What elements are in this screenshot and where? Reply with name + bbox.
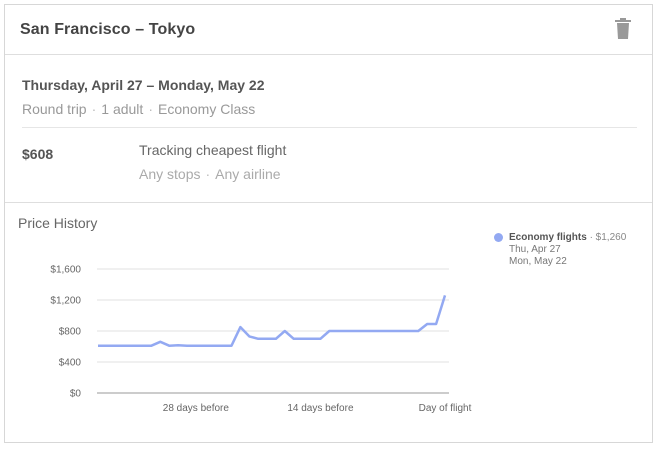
price-tracking-card: San Francisco – Tokyo Thursday, April 27… xyxy=(4,4,653,443)
stops-filter: Any stops xyxy=(139,166,201,182)
separator: · xyxy=(91,101,97,117)
separator: · xyxy=(148,101,153,117)
series-line-economy-flights xyxy=(98,295,447,347)
trash-icon[interactable] xyxy=(614,18,632,40)
y-tick-label: $0 xyxy=(70,389,82,400)
tracking-filters: Any stops · Any airline xyxy=(139,166,281,182)
price-history: Price History $1,600 $1,200 $800 $400 $0 28 d… xyxy=(5,203,652,444)
tracking-title: Tracking cheapest flight xyxy=(139,142,287,158)
divider xyxy=(22,127,637,128)
y-tick-label: $1,200 xyxy=(50,296,81,307)
trip-dates: Thursday, April 27 – Monday, May 22 xyxy=(22,77,265,93)
legend-price: · $1,260 xyxy=(589,232,627,243)
y-tick-label: $400 xyxy=(59,358,82,369)
price-history-chart: $1,600 $1,200 $800 $400 $0 28 days before 14 d… xyxy=(50,265,472,415)
separator: · xyxy=(205,166,211,182)
legend-depart-date: Thu, Apr 27 xyxy=(509,244,561,255)
legend-title: Economy flights · $1,260 xyxy=(509,232,626,244)
legend-series-name: Economy flights xyxy=(509,232,587,243)
legend-return-date: Mon, May 22 xyxy=(509,256,567,267)
trip-type: Round trip xyxy=(22,101,87,117)
card-header: San Francisco – Tokyo xyxy=(5,5,652,55)
x-tick-label: Day of flight xyxy=(419,403,472,414)
airline-filter: Any airline xyxy=(215,166,281,182)
x-tick-label: 28 days before xyxy=(163,403,230,414)
legend-swatch xyxy=(494,233,503,242)
trip-cabin: Economy Class xyxy=(157,101,256,117)
route-title: San Francisco – Tokyo xyxy=(20,21,196,38)
tracked-price: $608 xyxy=(22,146,54,162)
trip-details: Thursday, April 27 – Monday, May 22 Roun… xyxy=(5,55,652,203)
trip-meta: Round trip · 1 adult · Economy Class xyxy=(22,101,255,117)
trip-passengers: 1 adult xyxy=(101,101,144,117)
y-tick-label: $800 xyxy=(59,327,82,338)
y-tick-label: $1,600 xyxy=(50,265,81,276)
x-tick-label: 14 days before xyxy=(287,403,354,414)
price-history-title: Price History xyxy=(18,215,98,231)
